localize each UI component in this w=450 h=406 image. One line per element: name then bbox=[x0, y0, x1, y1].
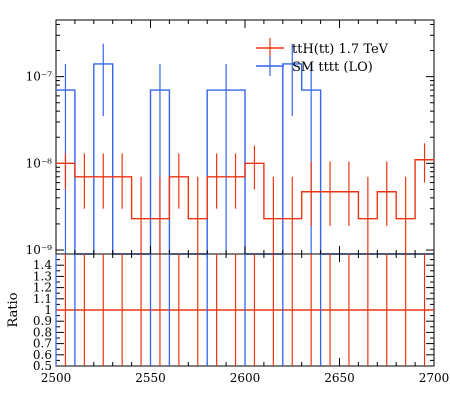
x-tick-label: 2700 bbox=[419, 371, 450, 385]
legend: ttH(tt) 1.7 TeV SM tttt (LO) bbox=[256, 38, 389, 76]
sm-tttt-histogram-line bbox=[56, 63, 434, 255]
legend-label-tth: ttH(tt) 1.7 TeV bbox=[292, 42, 389, 57]
y-tick-label: 10⁻⁸ bbox=[26, 156, 53, 170]
x-tick-label: 2650 bbox=[324, 371, 355, 385]
ratio-y-tick-label: 0.5 bbox=[33, 359, 52, 373]
ratio-y-tick-label: 0.7 bbox=[33, 337, 52, 351]
ratio-y-axis-label: Ratio bbox=[6, 292, 21, 327]
x-tick-label: 2500 bbox=[41, 371, 72, 385]
ratio-panel: 2500 2550 2600 2650 27000.50.60.70.80.911.11… bbox=[33, 20, 449, 385]
tth-histogram-line bbox=[56, 159, 434, 220]
ratio-y-tick-label: 1.4 bbox=[33, 258, 52, 272]
ratio-y-tick-label: 1.2 bbox=[33, 281, 52, 295]
x-tick-label: 2600 bbox=[230, 371, 261, 385]
y-tick-label: 10⁻⁷ bbox=[26, 70, 53, 84]
ratio-y-tick-label: 1 bbox=[44, 303, 52, 317]
ratio-y-tick-label: 1.1 bbox=[33, 292, 52, 306]
ratio-y-tick-label: 0.9 bbox=[33, 314, 52, 328]
legend-label-sm-tttt: SM tttt (LO) bbox=[292, 60, 373, 75]
ratio-y-tick-label: 1.3 bbox=[33, 269, 52, 283]
x-tick-label: 2550 bbox=[135, 371, 166, 385]
y-tick-label: 10⁻⁹ bbox=[26, 243, 53, 257]
ratio-y-tick-label: 0.6 bbox=[33, 348, 52, 362]
ratio-y-tick-label: 0.8 bbox=[33, 325, 52, 339]
